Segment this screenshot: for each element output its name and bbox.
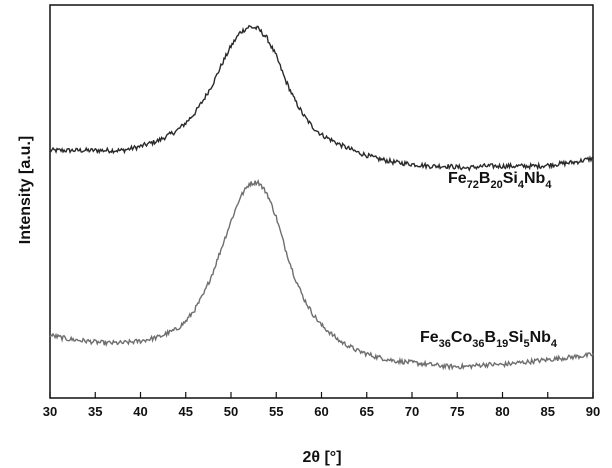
y-axis-title: Intensity [a.u.]	[17, 136, 34, 244]
x-tick-label: 65	[360, 404, 374, 419]
x-tick-label: 75	[450, 404, 464, 419]
series-layer	[49, 24, 594, 371]
series-label-1: Fe72B20Si4Nb4	[448, 170, 552, 191]
x-tick-label: 35	[88, 404, 102, 419]
x-tick-label: 70	[405, 404, 419, 419]
x-tick-label: 30	[43, 404, 57, 419]
series-line-1	[49, 24, 594, 172]
x-tick-label: 40	[133, 404, 147, 419]
x-tick-label: 55	[269, 404, 283, 419]
x-tick-label: 45	[179, 404, 193, 419]
x-tick-label: 60	[314, 404, 328, 419]
x-axis-ticks: 30 35 40 45 50 55 60 65 70 75 80 85 90	[43, 392, 600, 419]
series-label-2: Fe36Co36B19Si5Nb4	[420, 329, 558, 350]
series-label-layer: Fe72B20Si4Nb4 Fe36Co36B19Si5Nb4	[420, 170, 558, 350]
x-axis-title: 2θ [°]	[302, 449, 341, 466]
x-tick-label: 50	[224, 404, 238, 419]
x-tick-label: 90	[586, 404, 600, 419]
x-tick-label: 85	[541, 404, 555, 419]
x-tick-label: 80	[495, 404, 509, 419]
series-line-2	[49, 179, 594, 371]
